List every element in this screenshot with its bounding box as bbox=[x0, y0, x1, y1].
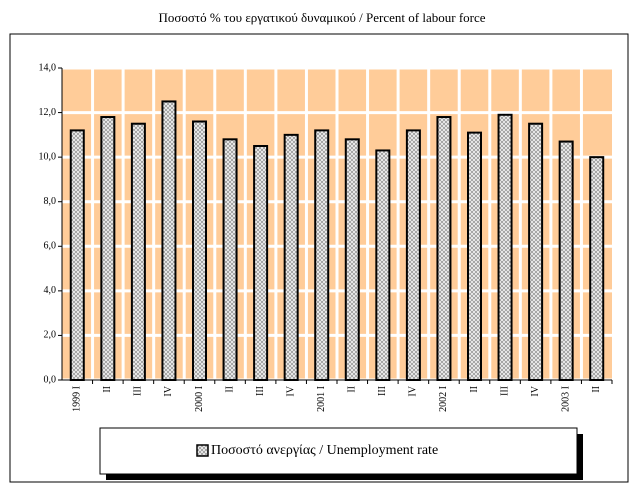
bar bbox=[375, 149, 391, 381]
bar bbox=[100, 116, 116, 382]
y-tick-label: 8,0 bbox=[44, 196, 57, 207]
y-tick-label: 12,0 bbox=[39, 107, 57, 118]
x-tick-label: II bbox=[347, 386, 358, 393]
y-tick-label: 14,0 bbox=[39, 62, 57, 73]
x-tick-label: II bbox=[224, 386, 235, 393]
bar bbox=[192, 120, 207, 381]
x-tick-label: II bbox=[591, 386, 602, 393]
y-tick-label: 10,0 bbox=[39, 151, 57, 162]
legend bbox=[99, 427, 578, 475]
bar bbox=[436, 116, 452, 382]
bar bbox=[283, 133, 299, 381]
bar bbox=[497, 113, 513, 382]
bar bbox=[528, 122, 544, 381]
legend-swatch bbox=[196, 444, 209, 457]
bar bbox=[558, 140, 574, 381]
y-tick-label: 6,0 bbox=[44, 241, 57, 252]
y-tick-label: 0,0 bbox=[44, 374, 57, 385]
y-tick-label: 2,0 bbox=[44, 330, 57, 341]
x-tick-label: III bbox=[377, 386, 388, 396]
x-tick-label: 1999 I bbox=[72, 386, 83, 412]
x-tick-label: IV bbox=[408, 385, 419, 396]
x-tick-label: II bbox=[469, 386, 480, 393]
bar bbox=[467, 131, 482, 381]
x-tick-label: IV bbox=[530, 385, 541, 396]
bar bbox=[222, 138, 238, 381]
x-tick-label: III bbox=[255, 386, 266, 396]
x-tick-label: IV bbox=[163, 385, 174, 396]
legend-label: Ποσοστό ανεργίας / Unemployment rate bbox=[211, 443, 438, 458]
bar bbox=[344, 138, 360, 381]
bar bbox=[69, 129, 85, 381]
bar bbox=[405, 129, 421, 381]
chart-title: Ποσοστό % του εργατικού δυναμικού / Perc… bbox=[158, 10, 485, 25]
x-tick-label: 2001 I bbox=[316, 386, 327, 412]
x-tick-label: 2000 I bbox=[194, 386, 205, 412]
x-tick-label: III bbox=[499, 386, 510, 396]
x-tick-label: 2003 I bbox=[560, 386, 571, 412]
y-tick-label: 4,0 bbox=[44, 285, 57, 296]
x-tick-label: III bbox=[133, 386, 144, 396]
bar bbox=[253, 145, 269, 381]
x-tick-label: 2002 I bbox=[438, 386, 449, 412]
x-tick-label: IV bbox=[285, 385, 296, 396]
bar bbox=[161, 100, 177, 382]
bar bbox=[130, 122, 146, 381]
x-tick-label: II bbox=[102, 386, 113, 393]
bar bbox=[589, 156, 605, 381]
bar bbox=[314, 129, 330, 381]
chart-border bbox=[9, 33, 629, 483]
